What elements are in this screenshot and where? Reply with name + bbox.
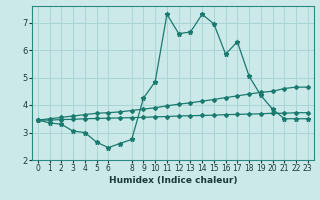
X-axis label: Humidex (Indice chaleur): Humidex (Indice chaleur) xyxy=(108,176,237,185)
